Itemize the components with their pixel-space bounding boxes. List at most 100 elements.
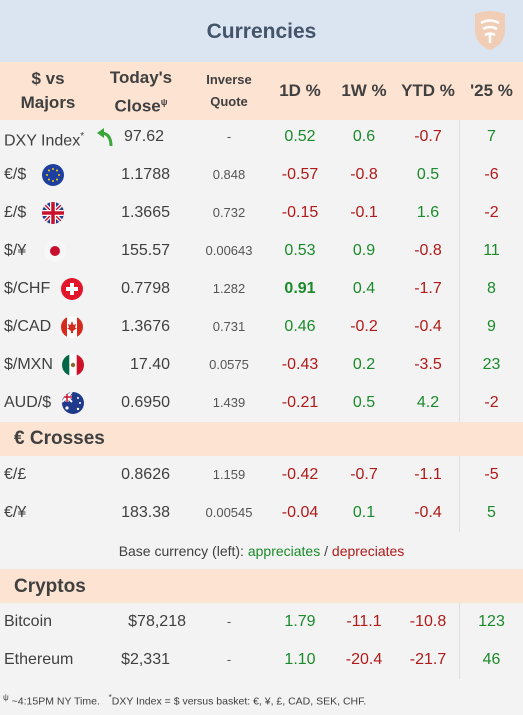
table-row-audusd: AUD/$ 0.6950 1.439 -0.21 0.5 4.2 -2: [0, 384, 523, 422]
close-value: 183.38: [121, 504, 170, 521]
change-2025: 9: [487, 318, 496, 335]
change-1d: 0.46: [284, 318, 316, 335]
section-header-crosses: € Crosses: [0, 422, 523, 456]
close-value: 0.6950: [121, 394, 170, 411]
header-pair: $ vs Majors: [20, 69, 76, 112]
header-1d: 1D %: [279, 81, 321, 100]
pair-label: DXY Index*: [4, 131, 85, 150]
change-ytd: 4.2: [416, 394, 440, 411]
legend-appreciates: appreciates: [247, 543, 321, 559]
change-1w: -0.8: [350, 166, 378, 183]
change-2025: -2: [484, 394, 499, 411]
header-1w: 1W %: [341, 81, 387, 100]
section-title: € Crosses: [14, 428, 105, 449]
change-2025: 123: [478, 613, 505, 630]
close-value: $78,218: [128, 613, 186, 630]
change-ytd: -21.7: [409, 651, 447, 668]
inverse-quote: 0.0575: [209, 357, 249, 372]
pair-label: $/¥: [4, 242, 27, 259]
change-ytd: -0.8: [414, 242, 442, 259]
close-value: 0.7798: [121, 280, 170, 297]
change-ytd: 0.5: [416, 166, 440, 183]
inverse-quote: 0.848: [212, 167, 246, 182]
change-1w: 0.9: [352, 242, 376, 259]
table-row-ethereum: Ethereum $2,331 - 1.10 -20.4 -21.7 46: [0, 641, 523, 679]
inverse-quote: -: [226, 614, 232, 629]
change-1d: 0.91: [284, 280, 316, 297]
title-bar: Currencies: [0, 0, 523, 62]
inverse-quote: 1.159: [212, 467, 246, 482]
change-2025: -5: [484, 466, 499, 483]
change-1d: -0.42: [281, 466, 319, 483]
pair-label: $/MXN: [4, 356, 53, 373]
change-1d: -0.57: [281, 166, 319, 183]
pair-label: €/£: [4, 466, 27, 483]
brand-logo-icon: [475, 11, 505, 50]
change-1d: -0.43: [281, 356, 319, 373]
column-divider: [459, 603, 460, 679]
change-ytd: -10.8: [409, 613, 447, 630]
inverse-quote: -: [226, 652, 232, 667]
australia-flag-icon: [62, 392, 84, 414]
change-2025: 23: [482, 356, 501, 373]
change-1d: 1.10: [284, 651, 316, 668]
section-title: Cryptos: [14, 576, 86, 597]
green-curved-arrow-icon: [97, 128, 113, 147]
pair-label: £/$: [4, 204, 27, 221]
table-row-eurgbp: €/£ 0.8626 1.159 -0.42 -0.7 -1.1 -5: [0, 456, 523, 494]
legend-depreciates: depreciates: [331, 543, 405, 559]
change-1w: 0.2: [352, 356, 376, 373]
pair-label: AUD/$: [4, 394, 52, 411]
change-1w: 0.6: [352, 128, 376, 145]
uk-flag-icon: [42, 202, 64, 224]
swiss-flag-icon: [61, 278, 83, 300]
change-1w: 0.1: [352, 504, 376, 521]
pair-label: Ethereum: [4, 651, 74, 668]
canada-flag-icon: [61, 316, 83, 338]
table-row-dxy: DXY Index* 97.62 - 0.52 0.6 -0.7 7: [0, 118, 523, 156]
change-1d: -0.04: [281, 504, 319, 521]
close-value: 1.3665: [121, 204, 170, 221]
section-header-cryptos: Cryptos: [0, 569, 523, 603]
header-close: Today's Closeψ: [109, 68, 173, 116]
change-2025: 5: [487, 504, 496, 521]
table-row-usdcad: $/CAD 1.3676 0.731 0.46 -0.2 -0.4 9: [0, 308, 523, 346]
change-ytd: -1.7: [414, 280, 442, 297]
change-2025: -2: [484, 204, 499, 221]
table-row-bitcoin: Bitcoin $78,218 - 1.79 -11.1 -10.8 123: [0, 603, 523, 641]
close-value: 1.1788: [121, 166, 170, 183]
change-1w: -0.2: [350, 318, 378, 335]
change-2025: 8: [487, 280, 496, 297]
table-row-gbpusd: £/$ 1.3665 0.732 -0.15 -0.1 1.6 -2: [0, 194, 523, 232]
table-row-usdjpy: $/¥ 155.57 0.00643 0.53 0.9 -0.8 11: [0, 232, 523, 270]
change-1d: 0.53: [284, 242, 316, 259]
table-row-usdchf: $/CHF 0.7798 1.282 0.91 0.4 -1.7 8: [0, 270, 523, 308]
change-1d: -0.15: [281, 204, 319, 221]
pair-label: Bitcoin: [4, 613, 53, 630]
change-2025: 11: [483, 242, 500, 259]
change-2025: 46: [482, 651, 501, 668]
inverse-quote: 0.00545: [205, 505, 253, 520]
table-row-usdmxn: $/MXN 17.40 0.0575 -0.43 0.2 -3.5 23: [0, 346, 523, 384]
change-1w: 0.5: [352, 394, 376, 411]
inverse-quote: 0.00643: [205, 243, 253, 258]
inverse-quote: 0.732: [212, 205, 246, 220]
color-legend: Base currency (left): appreciates / depr…: [118, 543, 405, 559]
change-ytd: -3.5: [414, 356, 442, 373]
close-value: 17.40: [129, 356, 170, 373]
page-title: Currencies: [206, 20, 317, 43]
eu-flag-icon: [42, 164, 64, 186]
column-divider: [459, 120, 460, 422]
header-ytd: YTD %: [401, 81, 455, 100]
close-value: 155.57: [121, 242, 170, 259]
change-ytd: -0.4: [414, 318, 442, 335]
pair-label: $/CAD: [4, 318, 52, 335]
pair-label: $/CHF: [4, 280, 51, 297]
change-1w: 0.4: [352, 280, 376, 297]
change-1d: 0.52: [284, 128, 316, 145]
table-row-eurusd: €/$ 1.1788 0.848 -0.57 -0.8 0.5 -6: [0, 156, 523, 194]
close-value: 0.8626: [121, 466, 170, 483]
header-2025: '25 %: [470, 81, 513, 100]
column-divider: [459, 456, 460, 532]
table-row-eurjpy: €/¥ 183.38 0.00545 -0.04 0.1 -0.4 5: [0, 494, 523, 532]
